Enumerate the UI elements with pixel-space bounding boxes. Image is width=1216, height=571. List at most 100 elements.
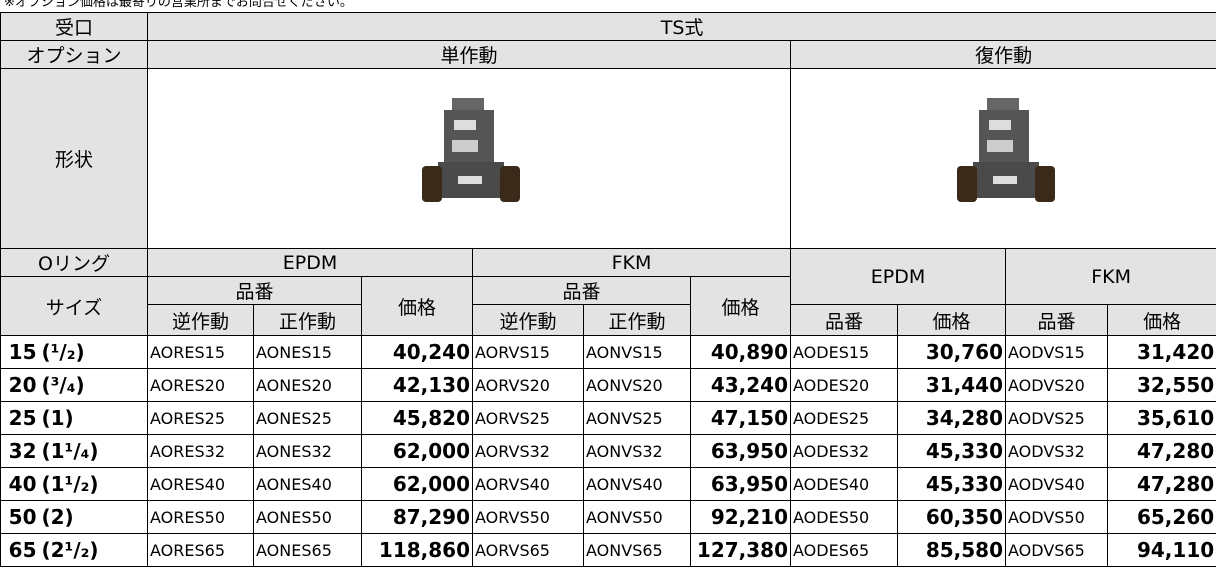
price: 43,240 [690, 368, 792, 402]
header-row: オプション 単作動 復作動 [0, 40, 1216, 69]
size: 32 [0, 434, 39, 468]
part-number: AONES65 [253, 533, 363, 567]
part-number: AORES65 [147, 533, 255, 567]
price: 62,000 [361, 434, 474, 468]
data-row: 25 (1) AORES25 AONES25 45,820 AORVS25 AONVS25 4… [0, 401, 1216, 435]
size: 25 [0, 401, 39, 435]
size: 40 [0, 467, 39, 501]
size: 50 [0, 500, 39, 534]
note: ※オプション価格は最寄りの営業所までお問合せください。 [4, 0, 353, 10]
price: 31,440 [897, 368, 1007, 402]
header-cell: FKM [472, 248, 792, 277]
price: 40,240 [361, 335, 474, 369]
price: 47,280 [1107, 467, 1216, 501]
size-inch: (³/₄) [38, 368, 149, 402]
part-number: AODVS65 [1005, 533, 1109, 567]
header-cell: 形状 [0, 68, 149, 249]
header-cell: 復作動 [790, 40, 1216, 69]
part-number: AORES20 [147, 368, 255, 402]
price: 60,350 [897, 500, 1007, 534]
price: 30,760 [897, 335, 1007, 369]
header-cell: 価格 [690, 276, 792, 336]
header-cell: EPDM [147, 248, 474, 277]
header-cell: 単作動 [147, 40, 792, 69]
header-cell: 品番 [1005, 304, 1109, 336]
price: 45,330 [897, 434, 1007, 468]
size-inch: (1) [38, 401, 149, 435]
part-number: AONES50 [253, 500, 363, 534]
header-cell: Oリング [0, 248, 149, 277]
header-row: Oリング EPDM FKM EPDM FKM [0, 248, 1216, 305]
part-number: AORES40 [147, 467, 255, 501]
header-cell: サイズ [0, 276, 149, 336]
header-cell: 品番 [472, 276, 692, 305]
part-number: AONES25 [253, 401, 363, 435]
header-cell: 逆作動 [472, 304, 585, 336]
part-number: AORVS20 [472, 368, 585, 402]
part-number: AONVS20 [583, 368, 692, 402]
part-number: AODES50 [790, 500, 899, 534]
image-cell [790, 68, 1216, 249]
price: 63,950 [690, 434, 792, 468]
price: 45,330 [897, 467, 1007, 501]
price: 85,580 [897, 533, 1007, 567]
part-number: AODES25 [790, 401, 899, 435]
price: 65,260 [1107, 500, 1216, 534]
header-cell: EPDM [790, 248, 1007, 305]
part-number: AORES25 [147, 401, 255, 435]
valve-image [956, 98, 1055, 202]
price: 87,290 [361, 500, 474, 534]
price: 94,110 [1107, 533, 1216, 567]
size-inch: (¹/₂) [38, 335, 149, 369]
data-row: 65 (2¹/₂) AORES65 AONES65 118,860 AORVS65 AONV… [0, 533, 1216, 567]
header-cell: 逆作動 [147, 304, 255, 336]
part-number: AODES40 [790, 467, 899, 501]
header-cell: 品番 [147, 276, 363, 305]
part-number: AORVS32 [472, 434, 585, 468]
price-table: 受口 TS式 オプション 単作動 復作動 形状 Oリング EPDM FKM EP… [0, 12, 1216, 567]
price: 127,380 [690, 533, 792, 567]
header-row: 形状 [0, 68, 1216, 249]
header-cell: 受口 [0, 12, 149, 41]
size: 15 [0, 335, 39, 369]
data-row: 50 (2) AORES50 AONES50 87,290 AORVS50 AONVS50 9… [0, 500, 1216, 534]
size-inch: (1¹/₄) [38, 434, 149, 468]
header-cell: 価格 [897, 304, 1007, 336]
data-row: 15 (¹/₂) AORES15 AONES15 40,240 AORVS15 AONVS1… [0, 335, 1216, 369]
part-number: AONVS15 [583, 335, 692, 369]
part-number: AODES32 [790, 434, 899, 468]
header-cell: 正作動 [583, 304, 692, 336]
image-cell [147, 68, 792, 249]
price: 47,280 [1107, 434, 1216, 468]
data-row: 32 (1¹/₄) AORES32 AONES32 62,000 AORVS32 AONVS… [0, 434, 1216, 468]
price: 32,550 [1107, 368, 1216, 402]
price: 92,210 [690, 500, 792, 534]
header-cell: FKM [1005, 248, 1216, 305]
data-row: 40 (1¹/₂) AORES40 AONES40 62,000 AORVS40 AONVS… [0, 467, 1216, 501]
size-inch: (2¹/₂) [38, 533, 149, 567]
size-inch: (1¹/₂) [38, 467, 149, 501]
part-number: AORVS25 [472, 401, 585, 435]
header-row: 受口 TS式 [0, 12, 1216, 41]
valve-image [422, 98, 521, 202]
part-number: AORVS50 [472, 500, 585, 534]
part-number: AODVS32 [1005, 434, 1109, 468]
part-number: AODES65 [790, 533, 899, 567]
part-number: AONES40 [253, 467, 363, 501]
part-number: AONVS65 [583, 533, 692, 567]
price: 62,000 [361, 467, 474, 501]
part-number: AODES20 [790, 368, 899, 402]
price: 47,150 [690, 401, 792, 435]
header-cell: 正作動 [253, 304, 363, 336]
price: 42,130 [361, 368, 474, 402]
size: 65 [0, 533, 39, 567]
table-body: 受口 TS式 オプション 単作動 復作動 形状 Oリング EPDM FKM EP… [0, 12, 1216, 567]
price: 40,890 [690, 335, 792, 369]
part-number: AORVS40 [472, 467, 585, 501]
part-number: AORVS65 [472, 533, 585, 567]
header-row: 逆作動 正作動 逆作動 正作動 品番 価格 品番 価格 [1, 304, 1216, 336]
size-inch: (2) [38, 500, 149, 534]
part-number: AONVS40 [583, 467, 692, 501]
header-cell: 品番 [790, 304, 899, 336]
